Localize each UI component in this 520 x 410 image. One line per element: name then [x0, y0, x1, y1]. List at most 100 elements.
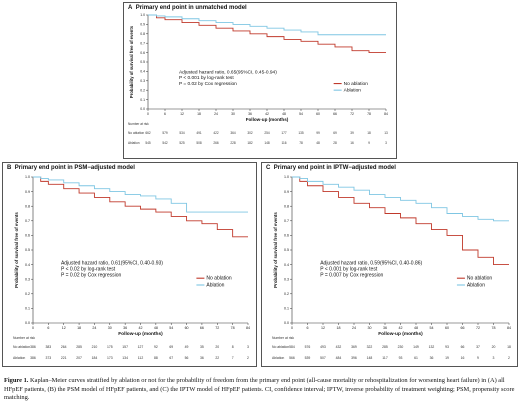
- risk-count: 117: [382, 356, 388, 360]
- x-tick-label: 84: [246, 326, 250, 330]
- risk-count: 525: [179, 141, 185, 145]
- y-tick-label: 0.0: [284, 321, 289, 325]
- risk-count: 9: [477, 356, 479, 360]
- y-tick-label: 0.3: [284, 277, 289, 281]
- x-tick-label: 78: [367, 112, 371, 116]
- risk-count: 48: [316, 141, 320, 145]
- y-tick-label: 0.2: [140, 88, 145, 92]
- y-tick-label: 0.0: [140, 107, 145, 111]
- risk-count: 28: [333, 141, 337, 145]
- risk-count: 534: [179, 131, 185, 135]
- x-tick-label: 0: [147, 112, 149, 116]
- risk-count: 20: [492, 345, 496, 349]
- y-axis-label: Probability of survival free of events: [273, 212, 278, 288]
- y-tick-label: 0.4: [284, 263, 289, 267]
- stats-annotation-line: P = 0.02 by Cox regression: [61, 273, 122, 279]
- risk-count: 148: [264, 141, 270, 145]
- risk-count: 69: [333, 131, 337, 135]
- x-tick-label: 18: [77, 326, 81, 330]
- km-curve-no-ablation: [148, 14, 386, 54]
- risk-count: 93: [445, 345, 449, 349]
- km-plot-a: 0.00.10.20.30.40.50.60.70.80.91.00 6 12 18 2…: [128, 13, 388, 145]
- risk-count: 135: [298, 131, 304, 135]
- y-tick-label: 0.6: [140, 51, 145, 55]
- risk-table-title: Number at risk: [128, 122, 149, 126]
- risk-count: 493: [320, 345, 326, 349]
- panel-b-title: B Primary end point in PSM−adjusted mode…: [7, 165, 135, 171]
- y-tick-label: 0.7: [25, 219, 30, 223]
- x-tick-label: 48: [282, 112, 286, 116]
- risk-count: 88: [154, 356, 158, 360]
- risk-count: 386: [30, 356, 36, 360]
- risk-count: 149: [413, 345, 419, 349]
- panel-c-title-text: Primary end point in IPTW−adjusted model: [273, 165, 396, 171]
- risk-count: 386: [30, 345, 36, 349]
- risk-count: 177: [281, 131, 287, 135]
- legend-label: No ablation: [206, 276, 232, 282]
- risk-count: 92: [154, 345, 158, 349]
- risk-count: 22: [215, 356, 219, 360]
- x-tick-label: 18: [197, 112, 201, 116]
- x-tick-label: 12: [180, 112, 184, 116]
- x-tick-label: 36: [383, 326, 387, 330]
- risk-count: 396: [351, 356, 357, 360]
- y-tick-label: 0.9: [284, 190, 289, 194]
- y-axis-label: Probability of survival free of events: [129, 25, 134, 98]
- risk-count: 207: [76, 356, 82, 360]
- risk-count: 579: [162, 131, 168, 135]
- risk-count: 132: [429, 345, 435, 349]
- y-tick-label: 0.0: [25, 321, 30, 325]
- x-tick-label: 30: [368, 326, 372, 330]
- risk-count: 35: [200, 345, 204, 349]
- risk-count: 491: [196, 131, 202, 135]
- caption-text: Kaplan–Meier curves stratified by ablati…: [4, 377, 515, 402]
- y-tick-label: 0.1: [140, 98, 145, 102]
- risk-count: 20: [215, 345, 219, 349]
- y-axis-label: Probability of survival free of events: [14, 212, 19, 288]
- panel-a-primary-end-point-unmatched: A Primary end point in unmatched model 0…: [123, 2, 397, 159]
- panel-a-letter: A: [128, 5, 133, 11]
- risk-count: 36: [430, 356, 434, 360]
- x-tick-label: 6: [307, 326, 309, 330]
- risk-count: 19: [445, 356, 449, 360]
- risk-count: 432: [336, 345, 342, 349]
- y-tick-label: 0.7: [284, 219, 289, 223]
- x-tick-label: 36: [248, 112, 252, 116]
- km-curve-no-ablation: [33, 176, 248, 238]
- risk-count: 584: [289, 345, 295, 349]
- y-tick-label: 1.0: [284, 175, 289, 179]
- x-tick-label: 48: [154, 326, 158, 330]
- risk-count: 13: [384, 131, 388, 135]
- y-tick-label: 1.0: [140, 13, 145, 17]
- risk-count: 264: [61, 345, 67, 349]
- risk-count: 66: [461, 345, 465, 349]
- risk-count: 542: [162, 141, 168, 145]
- risk-row-label: No ablation: [128, 131, 144, 135]
- x-tick-label: 12: [62, 326, 66, 330]
- x-tick-label: 60: [185, 326, 189, 330]
- legend-label: No ablation: [467, 276, 493, 282]
- x-tick-label: 54: [299, 112, 303, 116]
- y-tick-label: 0.4: [140, 70, 145, 74]
- risk-count: 566: [289, 356, 295, 360]
- stats-annotation-line: P < 0.001 by log-rank test: [179, 75, 234, 81]
- risk-count: 36: [200, 356, 204, 360]
- x-tick-label: 6: [47, 326, 49, 330]
- stats-annotation-line: P = 0.02 by Cox regression: [179, 81, 237, 87]
- y-tick-label: 0.5: [25, 248, 30, 252]
- stats-annotation-line: P < 0.001 by log-rank test: [320, 267, 378, 273]
- y-tick-label: 0.8: [25, 204, 30, 208]
- risk-count: 285: [382, 345, 388, 349]
- x-tick-label: 84: [384, 112, 388, 116]
- y-tick-label: 0.5: [284, 248, 289, 252]
- panel-b-primary-end-point-psm: B Primary end point in PSM−adjusted mode…: [2, 162, 257, 367]
- x-tick-label: 18: [337, 326, 341, 330]
- risk-count: 7: [232, 356, 234, 360]
- legend-label: No ablation: [344, 81, 369, 87]
- y-tick-label: 0.7: [140, 41, 145, 45]
- x-tick-label: 66: [333, 112, 337, 116]
- x-tick-label: 42: [139, 326, 143, 330]
- x-tick-label: 30: [231, 112, 235, 116]
- risk-count: 78: [299, 141, 303, 145]
- km-curve-no-ablation: [292, 176, 509, 266]
